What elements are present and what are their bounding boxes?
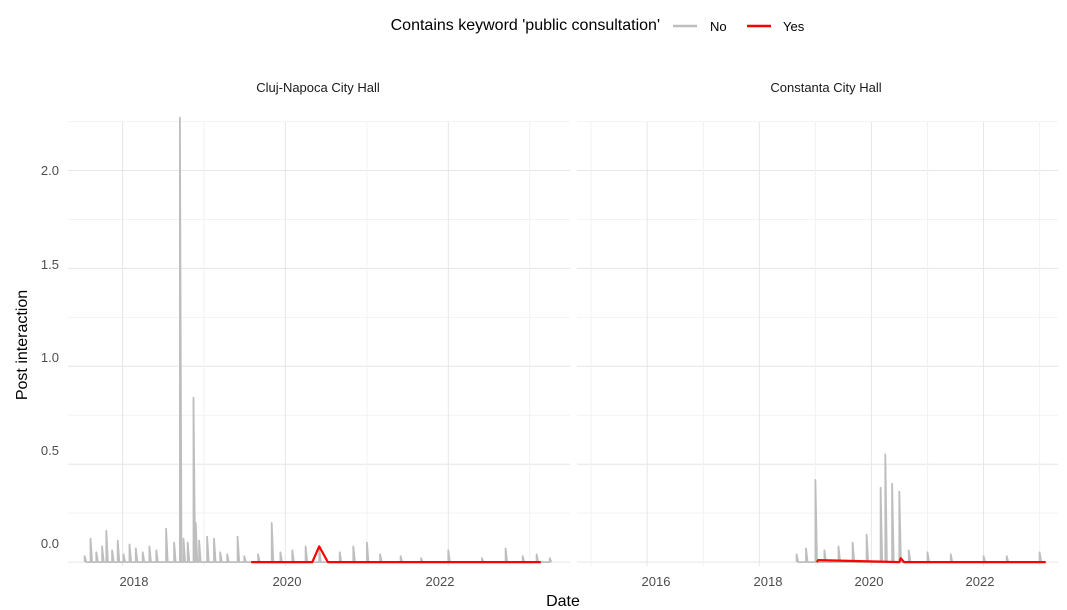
y-tick-label: 0.0 bbox=[41, 536, 59, 551]
series-yes-line bbox=[251, 545, 541, 564]
legend-label-no: No bbox=[710, 19, 727, 34]
panel-title-constanta: Constanta City Hall bbox=[770, 80, 881, 95]
x-tick-label: 2016 bbox=[642, 574, 671, 589]
series-no-line bbox=[795, 453, 1043, 563]
x-tick-label: 2020 bbox=[855, 574, 884, 589]
panels-layer bbox=[68, 116, 1058, 566]
y-tick-label: 1.5 bbox=[41, 257, 59, 272]
legend-title: Contains keyword 'public consultation' bbox=[391, 17, 660, 34]
legend: Contains keyword 'public consultation' N… bbox=[391, 17, 805, 34]
x-axis-ticks: 2018 2020 2022 2016 2018 2020 2022 bbox=[120, 574, 995, 589]
y-axis-ticks: 0.0 0.5 1.0 1.5 2.0 bbox=[41, 163, 59, 551]
x-tick-label: 2022 bbox=[426, 574, 455, 589]
legend-label-yes: Yes bbox=[783, 19, 805, 34]
x-axis-title: Date bbox=[546, 593, 580, 610]
x-tick-label: 2018 bbox=[120, 574, 149, 589]
panel-1 bbox=[577, 121, 1058, 566]
x-tick-label: 2020 bbox=[273, 574, 302, 589]
x-tick-label: 2022 bbox=[966, 574, 995, 589]
y-tick-label: 0.5 bbox=[41, 443, 59, 458]
series-no-line bbox=[83, 116, 553, 563]
y-axis-title: Post interaction bbox=[14, 290, 31, 400]
y-tick-label: 1.0 bbox=[41, 350, 59, 365]
y-tick-label: 2.0 bbox=[41, 163, 59, 178]
series-yes-line bbox=[815, 557, 1046, 564]
panel-0 bbox=[68, 116, 570, 566]
panel-title-cluj: Cluj-Napoca City Hall bbox=[256, 80, 380, 95]
x-tick-label: 2018 bbox=[754, 574, 783, 589]
